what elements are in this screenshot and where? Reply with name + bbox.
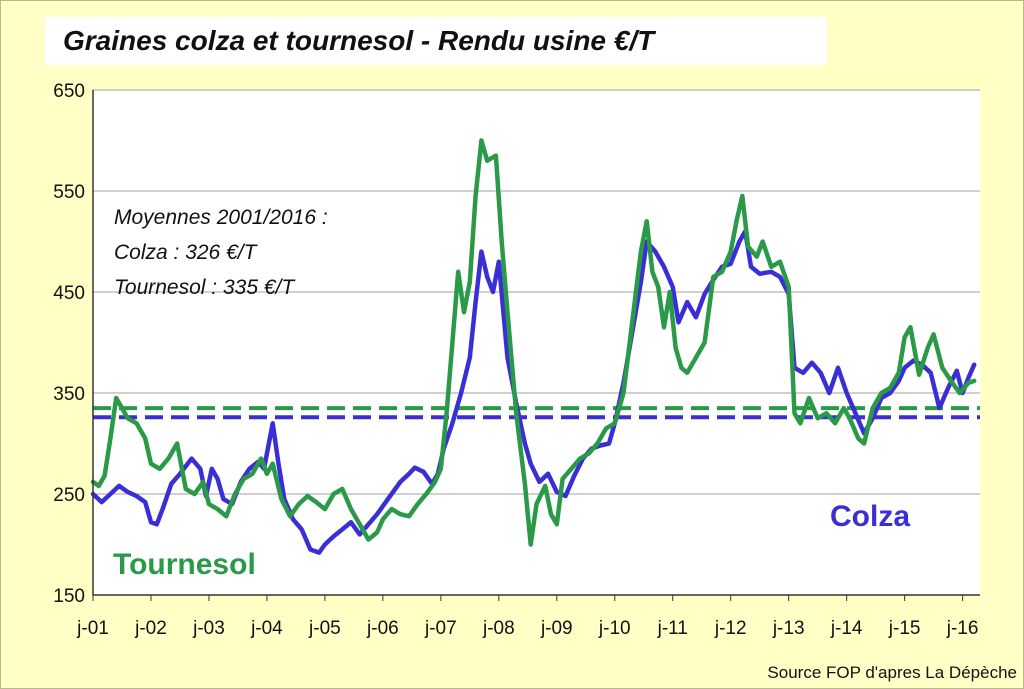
series-label-tournesol: Tournesol (113, 548, 256, 581)
x-tick-label-j-11: j-11 (657, 618, 688, 639)
y-tick-label-450: 450 (53, 283, 85, 304)
x-tick-label-j-01: j-01 (76, 618, 109, 639)
y-tick-label-150: 150 (53, 586, 85, 607)
x-tick-label-j-16: j-16 (946, 618, 979, 639)
x-tick-label-j-10: j-10 (598, 618, 631, 639)
x-tick-label-j-06: j-06 (366, 618, 399, 639)
x-tick-label-j-04: j-04 (250, 618, 283, 639)
x-tick-label-j-15: j-15 (888, 618, 921, 639)
series-line-tournesol (90, 138, 977, 547)
x-tick-label-j-14: j-14 (830, 618, 863, 639)
x-tick-label-j-12: j-12 (714, 618, 747, 639)
series-label-colza: Colza (830, 500, 910, 533)
annotation-line-3: Tournesol : 335 €/T (114, 276, 296, 299)
y-tick-label-250: 250 (53, 485, 85, 506)
x-tick-label-j-07: j-07 (424, 618, 457, 639)
chart-title: Graines colza et tournesol - Rendu usine… (63, 25, 655, 56)
annotation-line-1: Moyennes 2001/2016 : (114, 206, 328, 229)
y-tick-label-650: 650 (53, 81, 85, 102)
annotation-line-2: Colza : 326 €/T (114, 241, 259, 264)
y-tick-label-350: 350 (53, 384, 85, 405)
x-tick-label-j-05: j-05 (308, 618, 341, 639)
title-box: Graines colza et tournesol - Rendu usine… (45, 17, 827, 65)
x-tick-label-j-09: j-09 (540, 618, 573, 639)
y-tick-label-550: 550 (53, 182, 85, 203)
source-note: Source FOP d'apres La Dépèche (767, 663, 1017, 682)
x-tick-label-j-03: j-03 (192, 618, 225, 639)
x-tick-label-j-13: j-13 (772, 618, 805, 639)
x-tick-label-j-08: j-08 (482, 618, 515, 639)
x-tick-label-j-02: j-02 (134, 618, 167, 639)
